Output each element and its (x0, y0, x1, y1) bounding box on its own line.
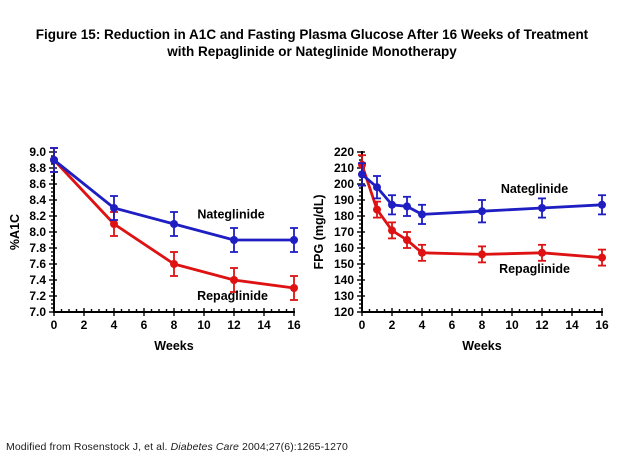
svg-text:4: 4 (111, 318, 118, 332)
figure-title-line2: with Repaglinide or Nateglinide Monother… (167, 44, 457, 59)
svg-text:12: 12 (227, 318, 241, 332)
svg-text:7.6: 7.6 (29, 257, 46, 271)
svg-text:10: 10 (197, 318, 211, 332)
citation-suffix: 2004;27(6):1265-1270 (239, 441, 348, 453)
tick-labels: 0 2 4 6 8 10 12 14 16 120 130 140 150 160 170 180 190 200… (334, 145, 609, 332)
charts-row: 0 2 4 6 8 10 12 14 16 7.0 7.2 7.4 7.6 7.8 8.0 8.2 8.4 8.6… (8, 138, 616, 356)
y-axis-label: %A1C (8, 214, 22, 250)
svg-text:8: 8 (171, 318, 178, 332)
svg-text:7.0: 7.0 (29, 305, 46, 319)
svg-text:9.0: 9.0 (29, 145, 46, 159)
svg-text:2: 2 (81, 318, 88, 332)
a1c-chart: 0 2 4 6 8 10 12 14 16 7.0 7.2 7.4 7.6 7.8 8.0 8.2 8.4 8.6… (8, 145, 301, 353)
x-axis-label: Weeks (154, 339, 193, 353)
series-repaglinide: Repaglinide (358, 154, 606, 276)
series-label-nateglinide: Nateglinide (197, 207, 264, 221)
svg-text:14: 14 (257, 318, 271, 332)
figure-title-line1: Figure 15: Reduction in A1C and Fasting … (35, 27, 589, 42)
svg-text:0: 0 (359, 318, 366, 332)
svg-text:10: 10 (505, 318, 519, 332)
tick-labels: 0 2 4 6 8 10 12 14 16 7.0 7.2 7.4 7.6 7.8 8.0 8.2 8.4 8.6… (29, 145, 301, 332)
svg-text:180: 180 (334, 209, 354, 223)
svg-text:120: 120 (334, 305, 354, 319)
svg-text:4: 4 (419, 318, 426, 332)
svg-text:8.6: 8.6 (29, 177, 46, 191)
svg-text:6: 6 (141, 318, 148, 332)
svg-text:8: 8 (479, 318, 486, 332)
svg-text:7.4: 7.4 (29, 273, 46, 287)
series-nateglinide: Nateglinide (50, 147, 298, 253)
citation: Modified from Rosenstock J, et al. Diabe… (6, 441, 348, 453)
series-label-nateglinide: Nateglinide (501, 182, 568, 196)
svg-text:160: 160 (334, 241, 354, 255)
svg-text:8.8: 8.8 (29, 161, 46, 175)
citation-prefix: Modified from Rosenstock J, et al. (6, 441, 171, 453)
svg-text:200: 200 (334, 177, 354, 191)
ticks (357, 151, 603, 316)
svg-text:16: 16 (287, 318, 301, 332)
citation-journal: Diabetes Care (170, 441, 239, 453)
svg-text:8.0: 8.0 (29, 225, 46, 239)
ticks (49, 151, 295, 316)
svg-text:2: 2 (389, 318, 396, 332)
svg-text:170: 170 (334, 225, 354, 239)
series-label-repaglinide: Repaglinide (499, 262, 570, 276)
svg-text:6: 6 (449, 318, 456, 332)
x-axis-label: Weeks (462, 339, 501, 353)
fpg-chart: 0 2 4 6 8 10 12 14 16 120 130 140 150 160 170 180 190 200… (312, 145, 609, 353)
svg-text:130: 130 (334, 289, 354, 303)
svg-text:190: 190 (334, 193, 354, 207)
svg-text:12: 12 (535, 318, 549, 332)
svg-text:14: 14 (565, 318, 579, 332)
svg-text:8.2: 8.2 (29, 209, 46, 223)
y-axis-label: FPG (mg/dL) (312, 195, 326, 270)
svg-text:150: 150 (334, 257, 354, 271)
svg-text:210: 210 (334, 161, 354, 175)
series-nateglinide: Nateglinide (358, 162, 606, 225)
axes (361, 151, 603, 313)
svg-text:7.8: 7.8 (29, 241, 46, 255)
figure-title: Figure 15: Reduction in A1C and Fasting … (0, 26, 624, 60)
svg-text:220: 220 (334, 145, 354, 159)
svg-text:8.4: 8.4 (29, 193, 46, 207)
svg-text:7.2: 7.2 (29, 289, 46, 303)
svg-text:16: 16 (595, 318, 609, 332)
series-label-repaglinide: Repaglinide (197, 289, 268, 303)
svg-text:0: 0 (51, 318, 58, 332)
svg-text:140: 140 (334, 273, 354, 287)
